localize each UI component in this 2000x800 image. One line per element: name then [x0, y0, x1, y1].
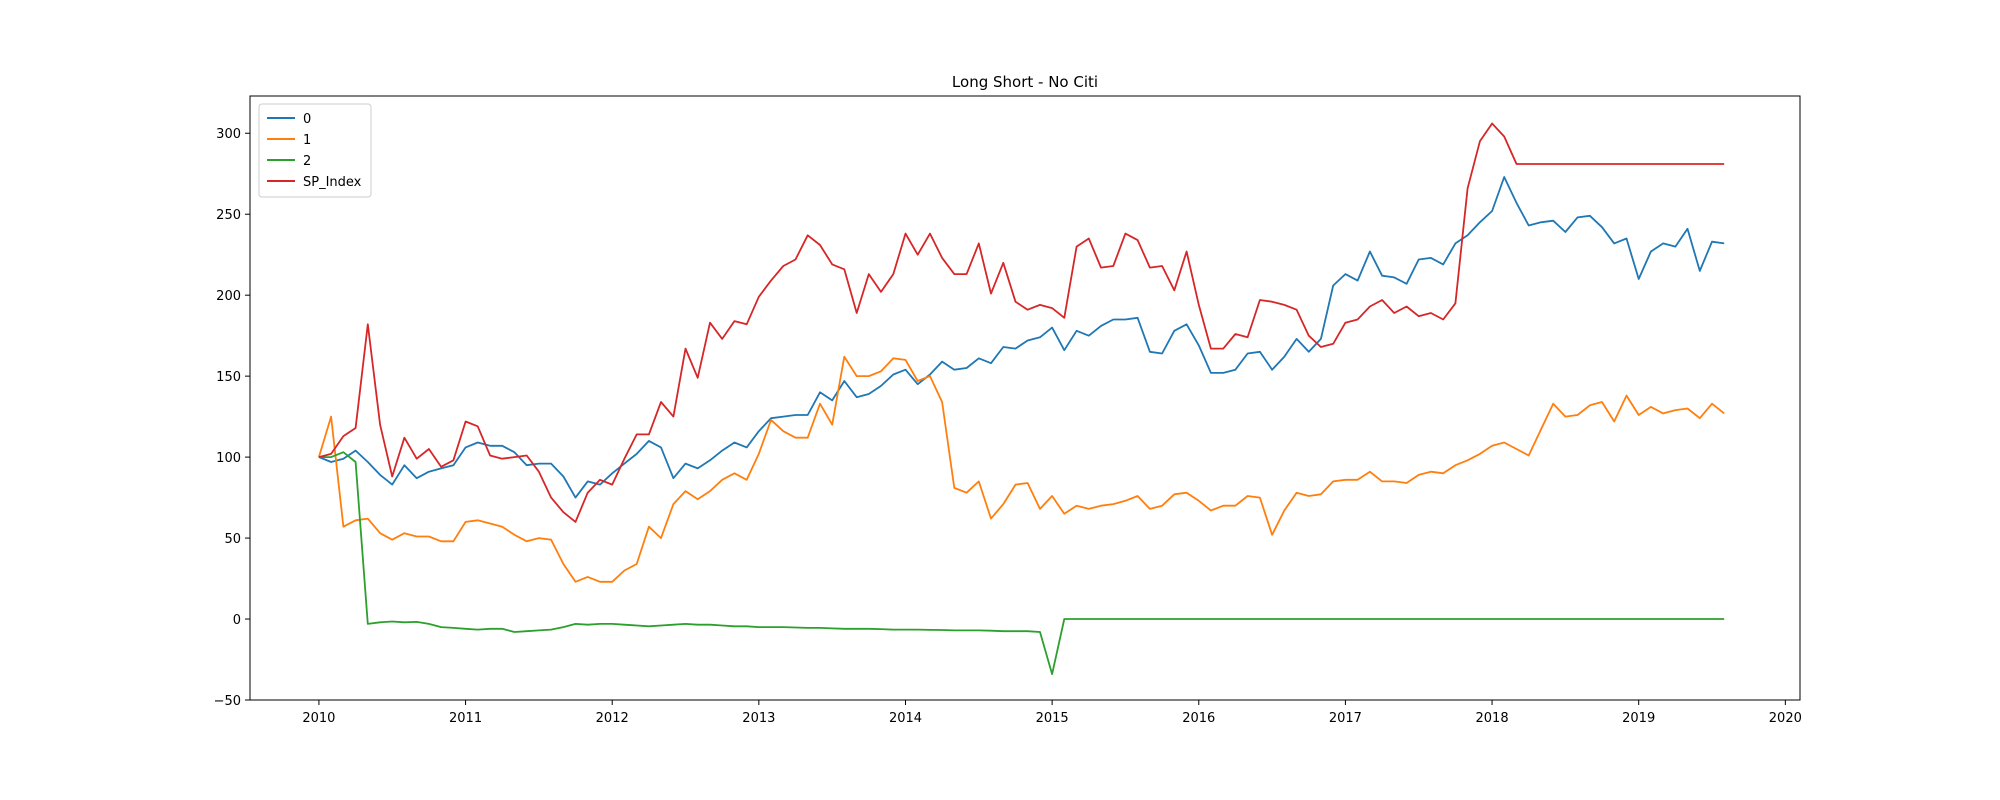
plot-area-frame: [249, 95, 1801, 701]
y-tick-label: 0: [233, 613, 241, 628]
x-tick-label: 2015: [1036, 711, 1069, 726]
y-axis: −50 0 50 100 150 200 250 300: [214, 127, 250, 709]
y-tick-label: 250: [216, 208, 241, 223]
y-tick-label: −50: [214, 694, 241, 709]
legend-label: 2: [303, 154, 311, 169]
legend-label: SP_Index: [303, 175, 362, 190]
y-tick-label: 300: [216, 127, 241, 142]
x-tick-label: 2011: [449, 711, 482, 726]
y-tick-label: 50: [224, 532, 241, 547]
x-tick-label: 2020: [1769, 711, 1802, 726]
x-tick-label: 2018: [1476, 711, 1509, 726]
x-tick-label: 2012: [596, 711, 629, 726]
legend-box: [258, 103, 372, 198]
series-line-2: [318, 451, 1725, 675]
legend: 0 1 2 SP_Index: [258, 103, 372, 198]
series-line-0: [318, 176, 1725, 499]
series-line-1: [318, 355, 1725, 583]
series-line-sp-index: [318, 122, 1725, 523]
y-tick-label: 150: [216, 370, 241, 385]
x-axis: 2010 2011 2012 2013 2014 2015 2016 2017 2018 2019…: [302, 700, 1802, 726]
x-tick-label: 2014: [889, 711, 922, 726]
x-tick-label: 2013: [742, 711, 775, 726]
x-tick-label: 2017: [1329, 711, 1362, 726]
legend-label: 1: [303, 133, 311, 148]
x-tick-label: 2019: [1622, 711, 1655, 726]
chart-title: Long Short - No Citi: [952, 73, 1098, 91]
x-tick-label: 2016: [1182, 711, 1215, 726]
legend-label: 0: [303, 112, 311, 127]
series-layer: [318, 122, 1725, 675]
x-tick-label: 2010: [302, 711, 335, 726]
y-tick-label: 200: [216, 289, 241, 304]
y-tick-label: 100: [216, 451, 241, 466]
